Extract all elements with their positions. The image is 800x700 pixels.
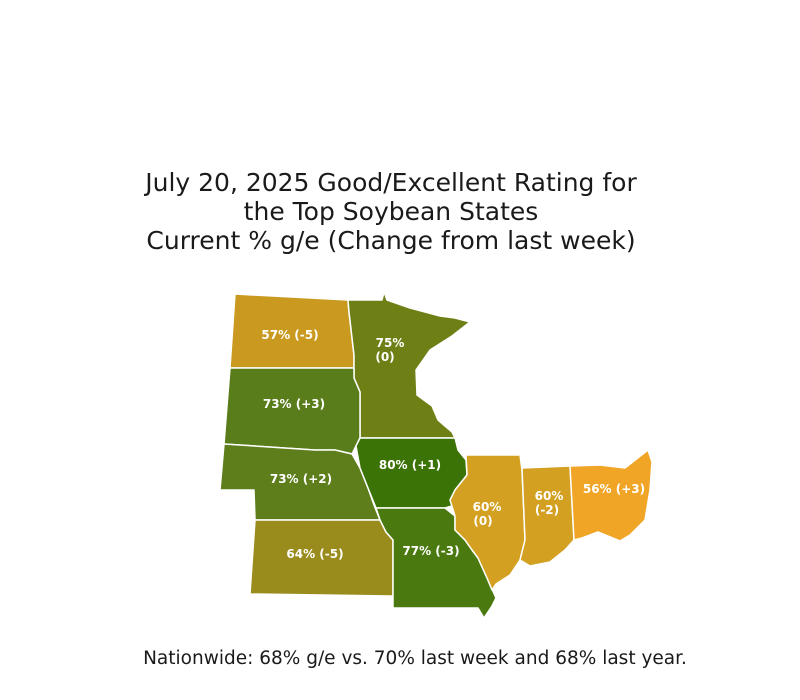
title-line-2: the Top Soybean States bbox=[243, 197, 539, 226]
label-nebraska: 73% (+2) bbox=[270, 472, 332, 486]
label-iowa: 80% (+1) bbox=[379, 458, 441, 472]
state-minnesota bbox=[347, 291, 471, 439]
label-illinois-change: (0) bbox=[473, 514, 492, 528]
title-line-1: July 20, 2025 Good/Excellent Rating for bbox=[145, 168, 637, 197]
nationwide-summary: Nationwide: 68% g/e vs. 70% last week an… bbox=[143, 648, 687, 669]
label-indiana-value: 60% bbox=[535, 489, 564, 503]
label-minnesota-value: 75% bbox=[376, 336, 405, 350]
state-south-dakota bbox=[223, 367, 361, 455]
title-line-3: Current % g/e (Change from last week) bbox=[146, 226, 636, 255]
label-minnesota-change: (0) bbox=[375, 350, 394, 364]
label-kansas: 64% (-5) bbox=[286, 547, 343, 561]
label-north-dakota: 57% (-5) bbox=[261, 328, 318, 342]
state-iowa bbox=[355, 437, 468, 509]
label-south-dakota: 73% (+3) bbox=[263, 397, 325, 411]
label-ohio: 56% (+3) bbox=[583, 482, 645, 496]
label-missouri: 77% (-3) bbox=[402, 544, 459, 558]
state-ohio bbox=[569, 449, 653, 542]
map-title: July 20, 2025 Good/Excellent Rating for … bbox=[90, 168, 692, 255]
label-indiana-change: (-2) bbox=[535, 503, 559, 517]
label-illinois-value: 60% bbox=[473, 500, 502, 514]
